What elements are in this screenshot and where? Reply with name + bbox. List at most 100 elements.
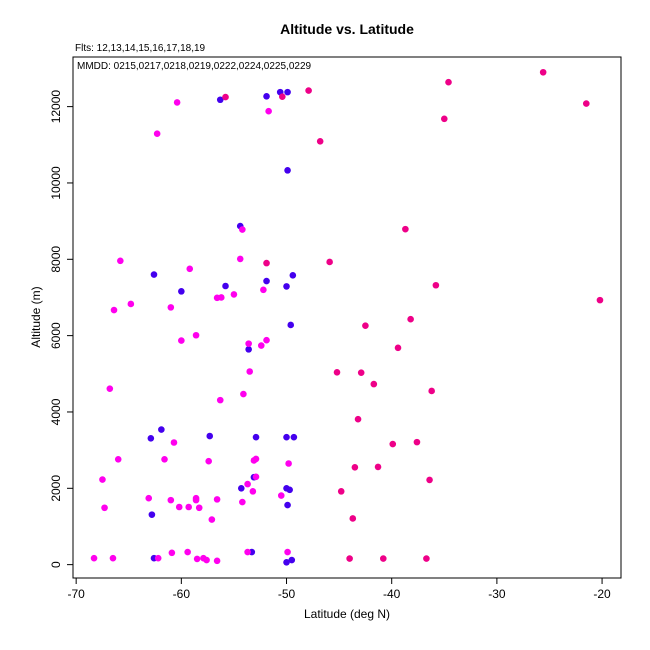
data-point-blue bbox=[263, 277, 270, 285]
data-point-magenta bbox=[260, 286, 267, 294]
y-tick-label: 10000 bbox=[49, 166, 63, 200]
data-point-crimson bbox=[394, 344, 402, 352]
data-point-magenta bbox=[263, 336, 270, 344]
data-point-crimson bbox=[362, 322, 369, 330]
data-point-magenta bbox=[285, 460, 292, 467]
y-tick-label: 2000 bbox=[49, 475, 63, 502]
data-point-crimson bbox=[379, 555, 387, 562]
data-point-crimson bbox=[389, 440, 397, 448]
data-point-blue bbox=[287, 321, 295, 329]
data-point-magenta bbox=[170, 439, 178, 446]
data-point-magenta bbox=[167, 496, 175, 504]
data-point-blue bbox=[289, 272, 297, 279]
data-point-magenta bbox=[218, 294, 225, 301]
data-point-crimson bbox=[413, 438, 421, 446]
data-point-blue bbox=[252, 433, 260, 441]
data-point-magenta bbox=[168, 549, 176, 557]
x-axis-label: Latitude (deg N) bbox=[304, 607, 390, 621]
data-point-crimson bbox=[582, 100, 590, 107]
y-tick-label: 6000 bbox=[49, 322, 63, 349]
data-point-magenta bbox=[205, 457, 212, 465]
y-tick-label: 4000 bbox=[49, 398, 63, 425]
data-point-blue bbox=[284, 88, 291, 96]
data-point-crimson bbox=[349, 515, 357, 522]
data-point-blue bbox=[150, 271, 158, 278]
data-point-magenta bbox=[167, 304, 175, 311]
data-point-crimson bbox=[354, 415, 362, 423]
x-tick-label: -20 bbox=[593, 587, 611, 601]
data-point-magenta bbox=[245, 340, 252, 347]
data-point-magenta bbox=[236, 255, 244, 263]
data-point-crimson bbox=[326, 258, 333, 266]
data-point-crimson bbox=[357, 369, 365, 376]
data-point-magenta bbox=[193, 555, 201, 563]
data-point-magenta bbox=[161, 455, 168, 463]
data-point-magenta bbox=[213, 496, 221, 503]
data-point-crimson bbox=[445, 78, 452, 86]
data-point-magenta bbox=[252, 473, 260, 481]
data-point-crimson bbox=[407, 315, 414, 323]
y-tick-label: 0 bbox=[49, 561, 63, 568]
chart-title: Altitude vs. Latitude bbox=[280, 21, 414, 37]
data-point-blue bbox=[283, 559, 290, 566]
dates-annotation: MMDD: 0215,0217,0218,0219,0222,0224,0225… bbox=[77, 61, 312, 72]
data-point-blue bbox=[286, 486, 293, 494]
data-point-magenta bbox=[145, 494, 153, 502]
x-axis: -70 -60 -50 -40 -30 -20 bbox=[67, 578, 611, 601]
data-point-crimson bbox=[596, 296, 604, 304]
data-points bbox=[90, 68, 604, 566]
data-point-magenta bbox=[127, 300, 135, 308]
data-point-magenta bbox=[213, 557, 221, 565]
data-point-magenta bbox=[284, 548, 291, 556]
data-point-magenta bbox=[195, 504, 203, 512]
data-point-magenta bbox=[154, 554, 162, 562]
data-point-magenta bbox=[175, 503, 183, 511]
data-point-magenta bbox=[186, 265, 194, 273]
data-point-crimson bbox=[263, 259, 270, 267]
data-point-magenta bbox=[216, 396, 224, 404]
data-point-magenta bbox=[192, 331, 200, 339]
data-point-magenta bbox=[244, 480, 251, 488]
data-point-magenta bbox=[252, 455, 260, 463]
data-point-magenta bbox=[178, 337, 185, 344]
plot-frame bbox=[72, 56, 622, 579]
data-point-magenta bbox=[208, 516, 216, 523]
data-point-blue bbox=[206, 432, 214, 440]
data-point-blue bbox=[216, 96, 224, 104]
data-point-blue bbox=[263, 93, 270, 100]
data-point-magenta bbox=[249, 488, 257, 495]
data-point-magenta bbox=[109, 554, 117, 562]
data-point-magenta bbox=[117, 257, 124, 265]
data-point-blue bbox=[284, 167, 291, 174]
data-point-crimson bbox=[333, 368, 341, 376]
data-point-crimson bbox=[539, 68, 547, 76]
data-point-crimson bbox=[222, 93, 229, 101]
data-point-magenta bbox=[153, 130, 161, 138]
data-point-crimson bbox=[279, 93, 286, 100]
data-point-magenta bbox=[185, 503, 193, 511]
data-point-crimson bbox=[337, 488, 345, 495]
data-point-magenta bbox=[203, 556, 210, 564]
data-point-blue bbox=[178, 288, 185, 295]
data-point-crimson bbox=[423, 555, 430, 562]
data-point-magenta bbox=[173, 99, 181, 106]
data-point-crimson bbox=[432, 281, 440, 289]
data-point-magenta bbox=[239, 226, 246, 233]
data-point-crimson bbox=[346, 555, 353, 562]
x-tick-label: -50 bbox=[278, 587, 296, 601]
data-point-magenta bbox=[110, 306, 118, 314]
data-point-crimson bbox=[351, 464, 359, 471]
data-point-blue bbox=[283, 433, 290, 441]
y-axis: 0 2000 4000 6000 8000 10000 12000 bbox=[49, 90, 73, 568]
data-point-magenta bbox=[257, 342, 265, 349]
data-point-blue bbox=[284, 501, 291, 509]
data-point-blue bbox=[148, 511, 156, 518]
x-tick-label: -40 bbox=[383, 587, 401, 601]
data-point-blue bbox=[288, 556, 296, 564]
x-tick-label: -70 bbox=[67, 587, 85, 601]
x-tick-label: -60 bbox=[173, 587, 191, 601]
flights-annotation: Flts: 12,13,14,15,16,17,18,19 bbox=[75, 43, 206, 54]
data-point-crimson bbox=[370, 380, 378, 388]
data-point-magenta bbox=[90, 554, 98, 562]
